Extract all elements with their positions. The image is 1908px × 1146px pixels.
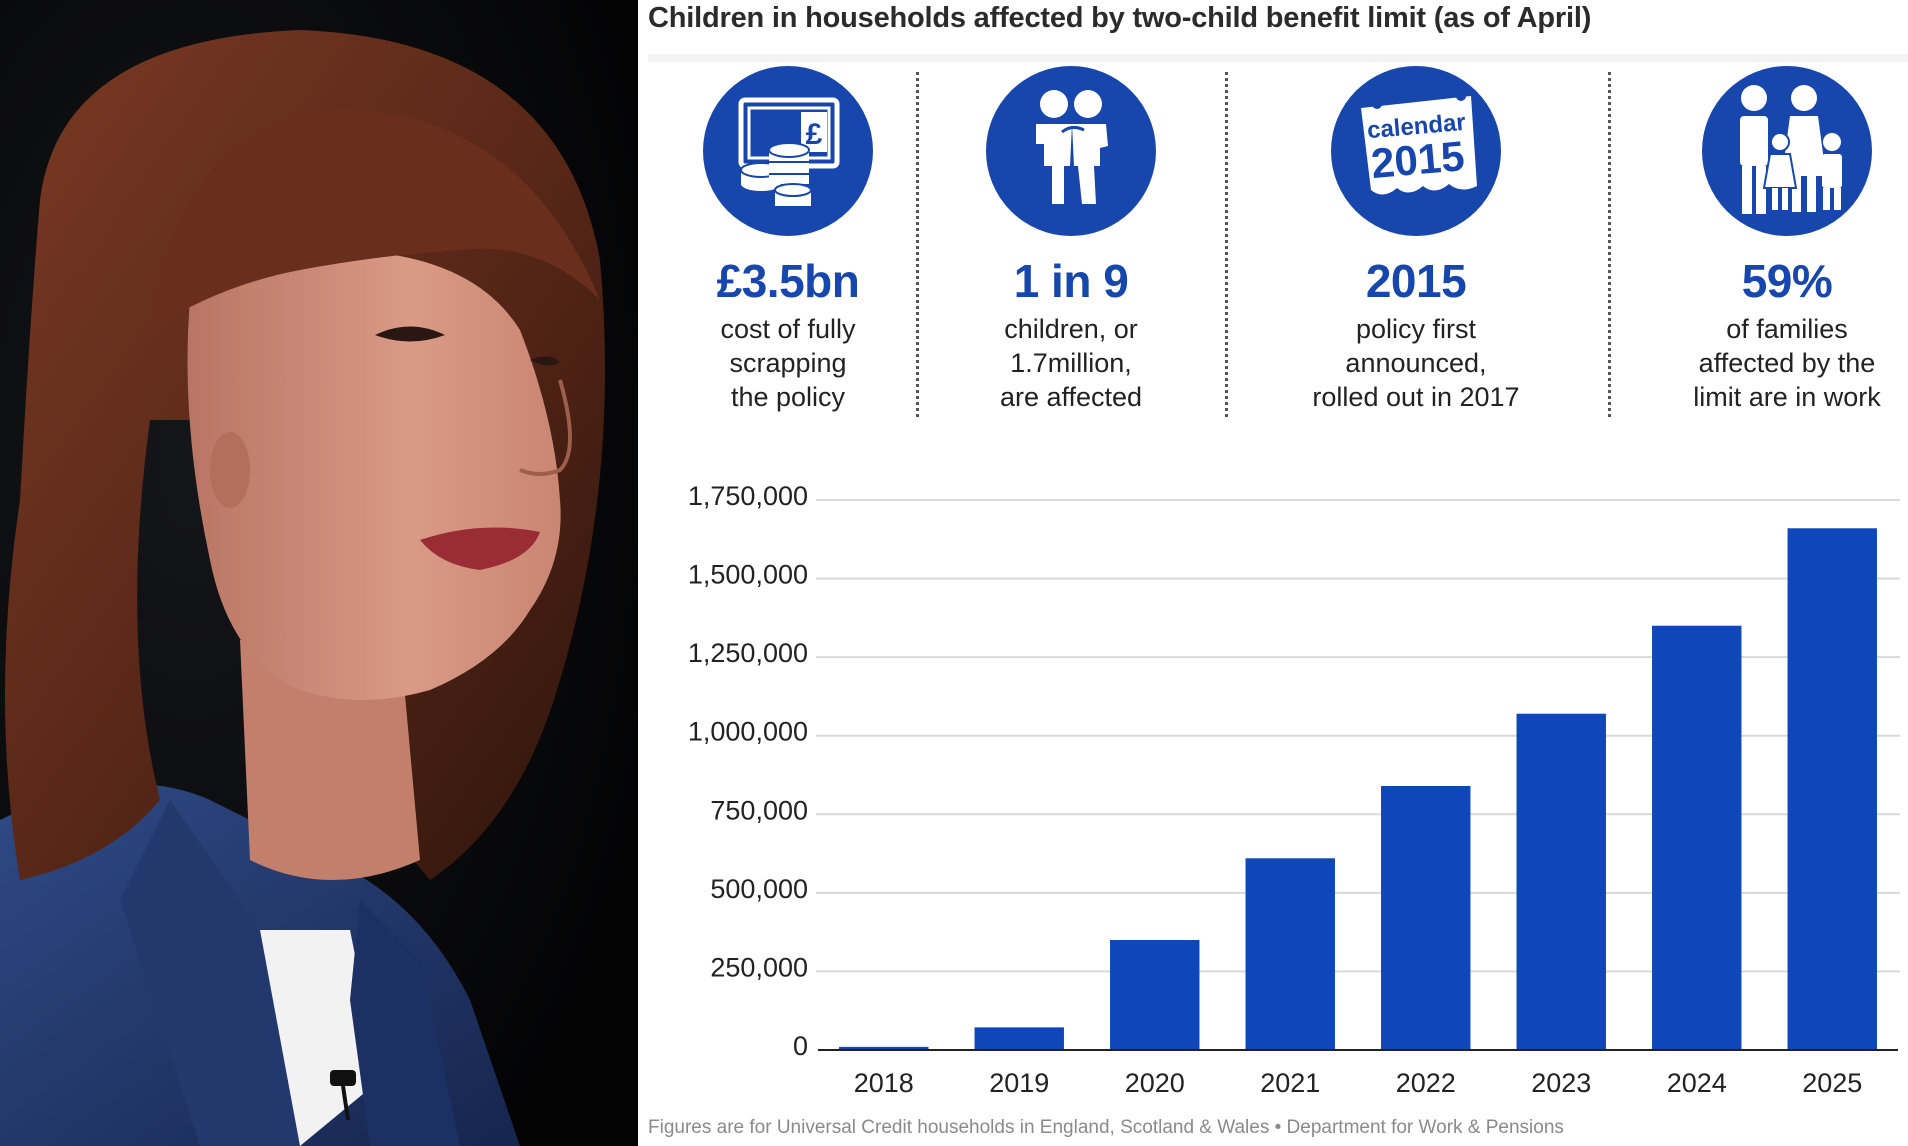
stat-description: of families affected by the limit are in… bbox=[1637, 312, 1908, 414]
y-tick-label: 500,000 bbox=[710, 874, 808, 904]
calendar-year: 2015 bbox=[1369, 132, 1466, 187]
bar-2020 bbox=[1110, 940, 1200, 1050]
dotted-divider bbox=[916, 72, 919, 417]
bars bbox=[839, 528, 1877, 1050]
stat-desc-line: announced, bbox=[1345, 348, 1487, 378]
bar-2019 bbox=[974, 1027, 1064, 1050]
portrait-illustration bbox=[0, 0, 638, 1146]
y-tick-label: 1,250,000 bbox=[688, 638, 808, 668]
stat-desc-line: rolled out in 2017 bbox=[1312, 382, 1520, 412]
stat-value: 2015 bbox=[1365, 255, 1467, 307]
infographic-panel: Children in households affected by two-c… bbox=[638, 0, 1908, 1146]
x-tick-label: 2024 bbox=[1667, 1068, 1727, 1098]
chart-footnote: Figures are for Universal Credit househo… bbox=[648, 1117, 1564, 1138]
stat-children: 1 in 9 children, or 1.7million, are affe… bbox=[921, 66, 1221, 414]
stat-desc-line: the policy bbox=[730, 382, 846, 412]
pound-symbol: £ bbox=[806, 118, 823, 151]
stat-description: policy first announced, rolled out in 20… bbox=[1266, 312, 1566, 414]
chart-title: Children in households affected by two-c… bbox=[648, 2, 1592, 34]
bar-2024 bbox=[1652, 625, 1742, 1050]
bar-2022 bbox=[1381, 786, 1471, 1050]
stat-value: 59% bbox=[1741, 255, 1833, 307]
x-tick-label: 2020 bbox=[1125, 1068, 1185, 1098]
x-tick-label: 2018 bbox=[854, 1068, 914, 1098]
stat-desc-line: scrapping bbox=[729, 348, 847, 378]
bar-chart: 0 250,000 500,000 750,000 1,000,000 1,250,000… bbox=[688, 481, 1900, 1098]
dotted-divider bbox=[1608, 72, 1611, 417]
money-icon: £ bbox=[703, 66, 873, 236]
y-tick-label: 1,750,000 bbox=[688, 481, 808, 511]
x-axis-labels: 2018 2019 2020 2021 2022 2023 2024 2025 bbox=[854, 1068, 1863, 1098]
stat-value: £3.5bn bbox=[716, 255, 860, 307]
portrait-photo bbox=[0, 0, 638, 1146]
stat-desc-line: affected by the bbox=[1698, 348, 1876, 378]
bar-2023 bbox=[1516, 713, 1606, 1050]
dotted-divider bbox=[1225, 72, 1228, 417]
family-icon bbox=[1702, 66, 1872, 236]
bar-2021 bbox=[1245, 858, 1335, 1050]
stat-desc-line: of families bbox=[1726, 314, 1848, 344]
y-axis-labels: 0 250,000 500,000 750,000 1,000,000 1,250,000… bbox=[688, 481, 808, 1061]
y-tick-label: 250,000 bbox=[710, 952, 808, 982]
y-tick-label: 1,500,000 bbox=[688, 560, 808, 590]
x-tick-label: 2019 bbox=[989, 1068, 1049, 1098]
x-tick-label: 2025 bbox=[1802, 1068, 1862, 1098]
stat-desc-line: cost of fully bbox=[720, 314, 856, 344]
stat-desc-line: 1.7million, bbox=[1010, 348, 1132, 378]
title-underline bbox=[648, 54, 1908, 62]
stat-desc-line: children, or bbox=[1004, 314, 1138, 344]
stat-description: children, or 1.7million, are affected bbox=[921, 312, 1221, 414]
stat-description: cost of fully scrapping the policy bbox=[638, 312, 938, 414]
stat-work: 59% of families affected by the limit ar… bbox=[1637, 66, 1908, 414]
stat-value: 1 in 9 bbox=[1013, 255, 1129, 307]
bar-2018 bbox=[839, 1046, 929, 1050]
y-tick-label: 1,000,000 bbox=[688, 717, 808, 747]
y-tick-label: 0 bbox=[793, 1031, 808, 1061]
x-tick-label: 2022 bbox=[1396, 1068, 1456, 1098]
stat-desc-line: limit are in work bbox=[1693, 382, 1881, 412]
stat-desc-line: are affected bbox=[999, 382, 1143, 412]
calendar-icon: calendar 2015 bbox=[1331, 66, 1501, 236]
bar-2025 bbox=[1787, 528, 1877, 1050]
x-tick-label: 2023 bbox=[1531, 1068, 1591, 1098]
x-tick-label: 2021 bbox=[1260, 1068, 1320, 1098]
stat-year: calendar 2015 2015 policy first announce… bbox=[1266, 66, 1566, 414]
stat-cost: £ £3.5bn cost of fully scrapping the pol… bbox=[638, 66, 938, 414]
stat-desc-line: policy first bbox=[1355, 314, 1477, 344]
children-icon bbox=[986, 66, 1156, 236]
y-tick-label: 750,000 bbox=[710, 795, 808, 825]
